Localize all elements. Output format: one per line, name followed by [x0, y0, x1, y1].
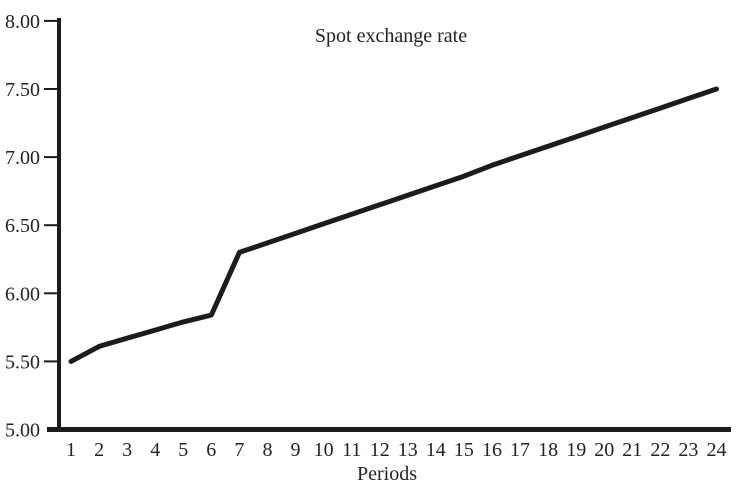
x-axis: 1 2 3 4 5 6 7 8 9 10 11 12 13 14 15 16 17 18 19 20 21 22 23 24 — [47, 427, 731, 461]
x-tick-label: 3 — [122, 439, 132, 461]
x-tick-label: 14 — [426, 439, 446, 461]
x-tick-label: 16 — [482, 439, 502, 461]
x-tick-label: 1 — [66, 439, 76, 461]
y-tick-label: 6.50 — [5, 215, 40, 237]
y-tick-label: 8.00 — [5, 11, 40, 33]
x-axis-labels: 1 2 3 4 5 6 7 8 9 10 11 12 13 14 15 16 17 18 19 20 21 22 23 24 — [66, 439, 727, 461]
chart-title: Spot exchange rate — [315, 25, 467, 47]
y-axis-labels: 5.00 5.50 6.00 6.50 7.00 7.50 8.00 — [5, 11, 40, 442]
x-tick-label: 8 — [263, 439, 273, 461]
y-axis-ticks — [44, 19, 59, 363]
x-tick-label: 5 — [178, 439, 188, 461]
x-tick-label: 23 — [678, 439, 698, 461]
x-tick-label: 21 — [622, 439, 642, 461]
y-tick-label: 7.50 — [5, 79, 40, 101]
y-axis: 5.00 5.50 6.00 6.50 7.00 7.50 8.00 — [5, 11, 61, 442]
x-tick-label: 12 — [370, 439, 390, 461]
x-tick-label: 6 — [206, 439, 216, 461]
x-tick-label: 10 — [314, 439, 334, 461]
y-tick-label: 5.50 — [5, 351, 40, 373]
y-tick-label: 6.00 — [5, 283, 40, 305]
x-tick-label: 11 — [342, 439, 361, 461]
x-tick-label: 22 — [650, 439, 670, 461]
x-tick-label: 15 — [454, 439, 474, 461]
x-tick-label: 17 — [510, 439, 530, 461]
x-tick-label: 13 — [398, 439, 418, 461]
x-tick-label: 19 — [566, 439, 586, 461]
x-tick-label: 7 — [234, 439, 244, 461]
x-tick-label: 24 — [707, 439, 727, 461]
series-line — [68, 86, 719, 364]
x-tick-label: 4 — [150, 439, 160, 461]
x-tick-label: 20 — [594, 439, 614, 461]
x-tick-label: 18 — [538, 439, 558, 461]
y-tick-label: 5.00 — [5, 420, 40, 442]
x-axis-title: Periods — [357, 463, 417, 485]
x-tick-label: 9 — [291, 439, 301, 461]
y-tick-label: 7.00 — [5, 147, 40, 169]
x-tick-label: 2 — [94, 439, 104, 461]
